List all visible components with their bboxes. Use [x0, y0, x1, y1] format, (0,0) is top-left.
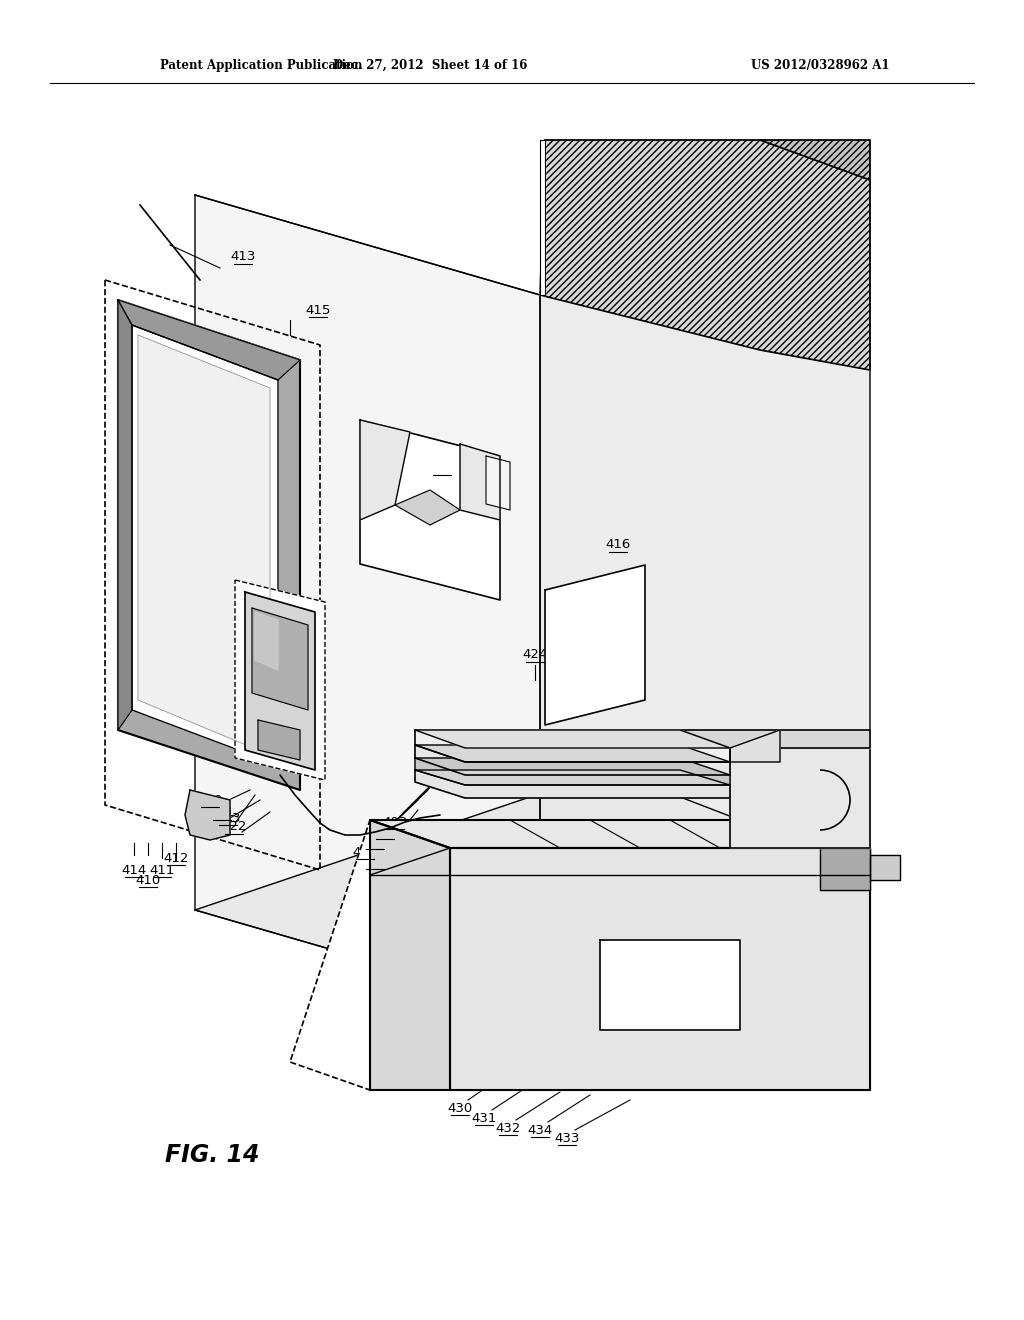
Polygon shape [195, 195, 540, 1010]
Polygon shape [415, 758, 730, 785]
Text: 421: 421 [209, 807, 234, 820]
Polygon shape [540, 180, 870, 1010]
Polygon shape [118, 300, 300, 789]
Polygon shape [415, 730, 730, 762]
Text: 413: 413 [230, 251, 256, 264]
Text: 423: 423 [215, 812, 241, 825]
Polygon shape [460, 444, 500, 520]
Polygon shape [360, 420, 500, 601]
Text: 404: 404 [362, 855, 387, 869]
Text: US 2012/0328962 A1: US 2012/0328962 A1 [751, 58, 889, 71]
Polygon shape [680, 730, 870, 748]
Polygon shape [870, 855, 900, 880]
Polygon shape [258, 719, 300, 760]
Text: 424: 424 [522, 648, 548, 661]
Polygon shape [370, 820, 450, 1090]
Polygon shape [118, 300, 132, 730]
Text: 402: 402 [373, 825, 397, 838]
Polygon shape [245, 591, 315, 770]
Text: 420: 420 [198, 793, 222, 807]
Polygon shape [820, 847, 870, 890]
Polygon shape [290, 820, 870, 1090]
Polygon shape [415, 770, 730, 799]
Text: 411: 411 [150, 863, 175, 876]
Text: Patent Application Publication: Patent Application Publication [160, 58, 362, 71]
Polygon shape [195, 770, 870, 1010]
Polygon shape [415, 744, 730, 775]
Polygon shape [132, 325, 278, 766]
Polygon shape [415, 770, 730, 785]
Polygon shape [450, 847, 870, 1090]
Polygon shape [415, 744, 730, 762]
Polygon shape [185, 789, 230, 840]
Text: Dec. 27, 2012  Sheet 14 of 16: Dec. 27, 2012 Sheet 14 of 16 [333, 58, 527, 71]
Text: 434: 434 [527, 1123, 553, 1137]
Polygon shape [118, 300, 300, 380]
Text: 410: 410 [135, 874, 161, 887]
Polygon shape [600, 940, 740, 1030]
Polygon shape [252, 609, 308, 710]
Polygon shape [730, 730, 780, 762]
Text: 415: 415 [305, 304, 331, 317]
Polygon shape [730, 748, 870, 847]
Polygon shape [138, 335, 270, 755]
Text: 422: 422 [221, 821, 247, 833]
Polygon shape [234, 579, 325, 780]
Text: FIG. 14: FIG. 14 [165, 1143, 259, 1167]
Polygon shape [415, 730, 730, 748]
Text: 416: 416 [605, 539, 631, 552]
Polygon shape [486, 455, 510, 510]
Polygon shape [760, 140, 870, 180]
Polygon shape [540, 140, 545, 294]
Polygon shape [540, 140, 870, 370]
Polygon shape [395, 490, 460, 525]
Polygon shape [370, 820, 870, 847]
Text: 417: 417 [429, 462, 455, 474]
Text: 403: 403 [382, 816, 408, 829]
Polygon shape [255, 612, 278, 671]
Text: 432: 432 [496, 1122, 520, 1134]
Polygon shape [545, 565, 645, 725]
Text: 412: 412 [163, 851, 188, 865]
Text: 430: 430 [447, 1101, 473, 1114]
Text: 414: 414 [122, 863, 146, 876]
Text: 401: 401 [362, 836, 388, 849]
Text: 431: 431 [471, 1111, 497, 1125]
Text: 433: 433 [554, 1131, 580, 1144]
Text: 400: 400 [352, 846, 378, 858]
Polygon shape [360, 420, 410, 520]
